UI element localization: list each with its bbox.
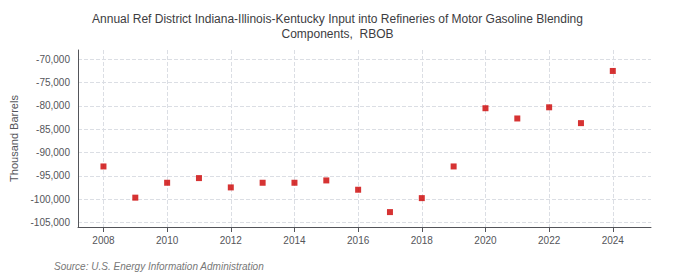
svg-text:-95,000: -95,000 — [36, 170, 70, 181]
svg-text:Annual Ref District Indiana-Il: Annual Ref District Indiana-Illinois-Ken… — [92, 12, 583, 26]
svg-text:2014: 2014 — [283, 235, 306, 246]
svg-text:-75,000: -75,000 — [36, 77, 70, 88]
svg-text:2018: 2018 — [411, 235, 434, 246]
svg-text:-90,000: -90,000 — [36, 147, 70, 158]
svg-text:2022: 2022 — [538, 235, 561, 246]
svg-text:2012: 2012 — [220, 235, 243, 246]
svg-text:-70,000: -70,000 — [36, 54, 70, 65]
svg-text:Thousand Barrels: Thousand Barrels — [8, 95, 20, 182]
svg-text:-80,000: -80,000 — [36, 100, 70, 111]
svg-text:2016: 2016 — [347, 235, 370, 246]
svg-text:-105,000: -105,000 — [31, 217, 71, 228]
svg-text:-85,000: -85,000 — [36, 124, 70, 135]
svg-text:2008: 2008 — [92, 235, 115, 246]
svg-text:2024: 2024 — [602, 235, 625, 246]
svg-text:-100,000: -100,000 — [31, 194, 71, 205]
svg-text:Source: U.S. Energy Informatio: Source: U.S. Energy Information Administ… — [54, 261, 264, 272]
svg-text:2010: 2010 — [156, 235, 179, 246]
svg-text:Components, RBOB: Components, RBOB — [281, 27, 393, 41]
svg-text:2020: 2020 — [474, 235, 497, 246]
